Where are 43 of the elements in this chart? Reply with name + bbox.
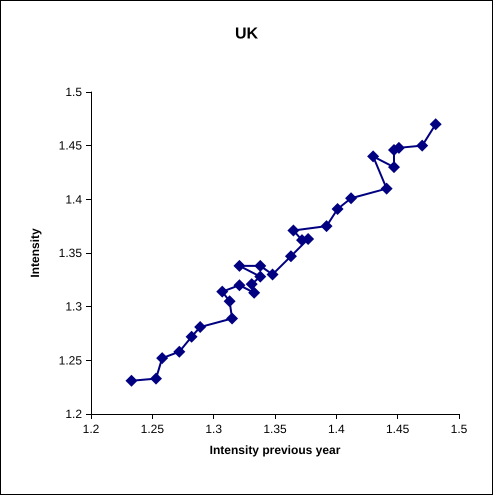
point	[248, 286, 260, 299]
y-tick-label: 1.35	[58, 246, 82, 260]
x-tick-label: 1.25	[140, 422, 164, 436]
point	[345, 192, 358, 204]
x-tick-label: 1.35	[263, 422, 287, 436]
x-tick-label: 1.45	[386, 422, 410, 436]
point	[367, 150, 380, 162]
point	[216, 286, 228, 298]
point	[150, 372, 162, 385]
y-tick-label: 1.4	[65, 192, 82, 206]
x-tick-label: 1.3	[205, 422, 222, 436]
x-tick-label: 1.2	[82, 422, 100, 436]
y-tick-label: 1.3	[65, 300, 82, 314]
point	[430, 118, 442, 130]
y-tick-label: 1.2	[65, 407, 82, 421]
y-tick-label: 1.25	[58, 353, 82, 368]
point	[254, 270, 266, 283]
x-axis-title: Intensity previous year	[210, 443, 341, 457]
point	[186, 330, 198, 343]
point	[224, 295, 236, 308]
x-tick-label: 1.4	[328, 422, 345, 436]
point	[416, 140, 428, 152]
point	[194, 321, 206, 334]
point	[254, 260, 266, 272]
y-axis-title: Intensity	[28, 228, 42, 278]
point	[287, 224, 300, 236]
point	[125, 374, 138, 387]
point	[380, 182, 393, 195]
point	[156, 352, 168, 364]
point	[226, 312, 238, 324]
point	[388, 161, 400, 174]
point	[173, 346, 186, 358]
point	[233, 279, 246, 292]
y-tick-label: 1.45	[58, 138, 82, 153]
point	[320, 220, 333, 232]
point	[266, 268, 279, 280]
x-tick-label: 1.5	[450, 422, 468, 436]
point	[332, 202, 344, 215]
point	[284, 250, 297, 262]
chart-title: UK	[234, 26, 258, 42]
point	[246, 278, 258, 290]
point	[233, 260, 246, 272]
y-tick-label: 1.5	[65, 85, 82, 99]
